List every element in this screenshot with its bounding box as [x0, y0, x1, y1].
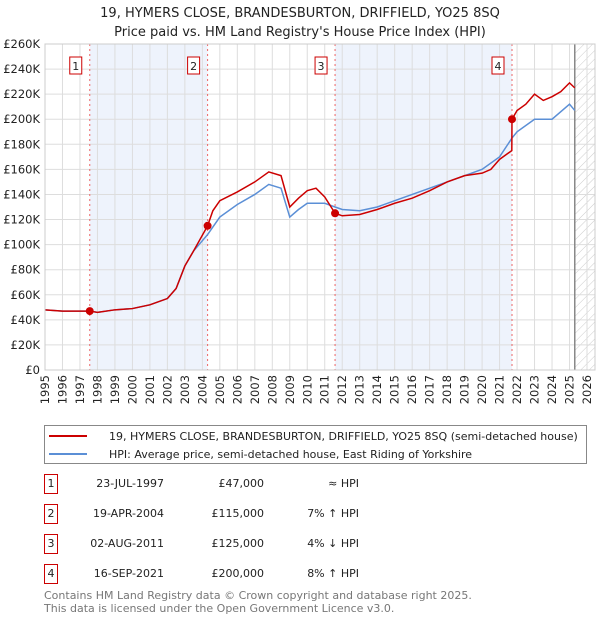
sale-point	[85, 307, 94, 316]
sale-price: £200,000	[211, 567, 265, 580]
sale-date: 16-SEP-2021	[93, 567, 164, 580]
x-tick-label: 2022	[510, 375, 524, 404]
sale-marker-box	[187, 56, 201, 75]
y-tick-label: £260K	[3, 37, 40, 51]
sale-date: 23-JUL-1997	[96, 477, 164, 490]
x-tick-label: 1998	[90, 375, 104, 404]
x-tick-label: 2020	[475, 375, 489, 404]
red-line-icon	[49, 435, 87, 437]
x-tick-label: 2026	[580, 375, 594, 404]
y-tick-label: £200K	[3, 112, 40, 126]
chart-title: 19, HYMERS CLOSE, BRANDESBURTON, DRIFFIE…	[0, 4, 600, 42]
x-tick-label: 2001	[143, 375, 157, 404]
shaded-period	[335, 44, 512, 370]
forecast-hatch	[574, 44, 595, 370]
sale-marker-box	[69, 56, 83, 75]
x-tick-label: 2024	[545, 375, 559, 404]
y-tick-label: £180K	[3, 137, 40, 151]
sale-number: 4	[44, 564, 58, 584]
sale-point	[203, 221, 212, 230]
footer-line: Contains HM Land Registry data © Crown c…	[44, 589, 472, 602]
y-tick-label: £160K	[3, 162, 40, 176]
y-tick-label: £60K	[11, 288, 41, 302]
x-tick-label: 2006	[230, 375, 244, 404]
legend-item-property: 19, HYMERS CLOSE, BRANDESBURTON, DRIFFIE…	[45, 428, 578, 444]
x-tick-label: 2010	[300, 375, 314, 404]
x-tick-label: 1999	[108, 375, 122, 404]
y-tick-label: £40K	[11, 313, 41, 327]
x-tick-label: 2003	[178, 375, 192, 404]
y-tick-label: £140K	[3, 187, 40, 201]
sale-date: 19-APR-2004	[92, 507, 164, 520]
x-tick-label: 2018	[440, 375, 454, 404]
x-tick-label: 2021	[493, 375, 507, 404]
shaded-period	[89, 44, 208, 370]
chart: 1995 1996 1997 1998 1999 2000 2001 2002 2003 2004…	[3, 37, 596, 404]
y-tick-label: £120K	[3, 213, 40, 227]
sale-hpi-comparison: 7% ↑ HPI	[307, 507, 359, 520]
x-tick-label: 2023	[528, 375, 542, 404]
y-tick-label: £220K	[3, 87, 40, 101]
sale-marker-label: 2	[190, 60, 197, 73]
x-tick-label: 2013	[353, 375, 367, 404]
sale-price: £115,000	[211, 507, 265, 520]
y-tick-label: £80K	[11, 263, 41, 277]
y-tick-label: £20K	[11, 338, 41, 352]
footer-line: This data is licensed under the Open Gov…	[44, 602, 395, 615]
x-tick-label: 2015	[388, 375, 402, 404]
x-tick-label: 1997	[73, 375, 87, 404]
x-tick-label: 2005	[213, 375, 227, 404]
y-tick-label: £0	[25, 363, 40, 377]
subtitle-line: Price paid vs. HM Land Registry's House …	[114, 25, 486, 40]
x-tick-label: 2017	[423, 375, 437, 404]
title-line: 19, HYMERS CLOSE, BRANDESBURTON, DRIFFIE…	[100, 6, 500, 21]
legend-item-hpi: HPI: Average price, semi-detached house,…	[45, 446, 578, 462]
sale-price: £125,000	[211, 537, 265, 550]
x-tick-label: 1996	[55, 375, 69, 404]
sale-marker-label: 1	[72, 60, 79, 73]
x-tick-label: 2000	[125, 375, 139, 404]
sale-point	[507, 115, 516, 124]
x-tick-label: 2012	[335, 375, 349, 404]
sale-marker-label: 3	[318, 60, 325, 73]
x-tick-label: 2014	[370, 375, 384, 404]
x-tick-label: 2008	[265, 375, 279, 404]
price-paid-line	[44, 81, 576, 314]
sale-price: £47,000	[218, 477, 265, 490]
legend-label: 19, HYMERS CLOSE, BRANDESBURTON, DRIFFIE…	[109, 429, 578, 443]
sale-marker-box	[491, 56, 505, 75]
legend: 19, HYMERS CLOSE, BRANDESBURTON, DRIFFIE…	[44, 425, 587, 464]
x-tick-label: 2025	[563, 375, 577, 404]
y-tick-label: £100K	[3, 238, 40, 252]
blue-line-icon	[49, 453, 87, 455]
sale-hpi-comparison: 4% ↓ HPI	[307, 537, 359, 550]
plot-border	[44, 43, 596, 371]
x-tick-label: 2004	[195, 375, 209, 404]
sale-number: 1	[44, 474, 58, 494]
x-tick-label: 1995	[38, 375, 52, 404]
sale-hpi-comparison: ≈ HPI	[328, 477, 359, 490]
x-tick-label: 2007	[248, 375, 262, 404]
sale-hpi-comparison: 8% ↑ HPI	[307, 567, 359, 580]
footer: Contains HM Land Registry data © Crown c…	[44, 589, 472, 615]
legend-label: HPI: Average price, semi-detached house,…	[109, 447, 473, 461]
x-tick-label: 2002	[160, 375, 174, 404]
sale-number: 3	[44, 534, 58, 554]
sale-marker-box	[314, 56, 328, 75]
sale-date: 02-AUG-2011	[90, 537, 164, 550]
y-tick-label: £240K	[3, 62, 40, 76]
x-tick-label: 2016	[405, 375, 419, 404]
x-tick-label: 2019	[458, 375, 472, 404]
x-tick-label: 2009	[283, 375, 297, 404]
x-tick-label: 2011	[318, 375, 332, 404]
sale-number: 2	[44, 504, 58, 524]
sale-marker-label: 4	[494, 60, 501, 73]
sale-point	[331, 209, 340, 218]
